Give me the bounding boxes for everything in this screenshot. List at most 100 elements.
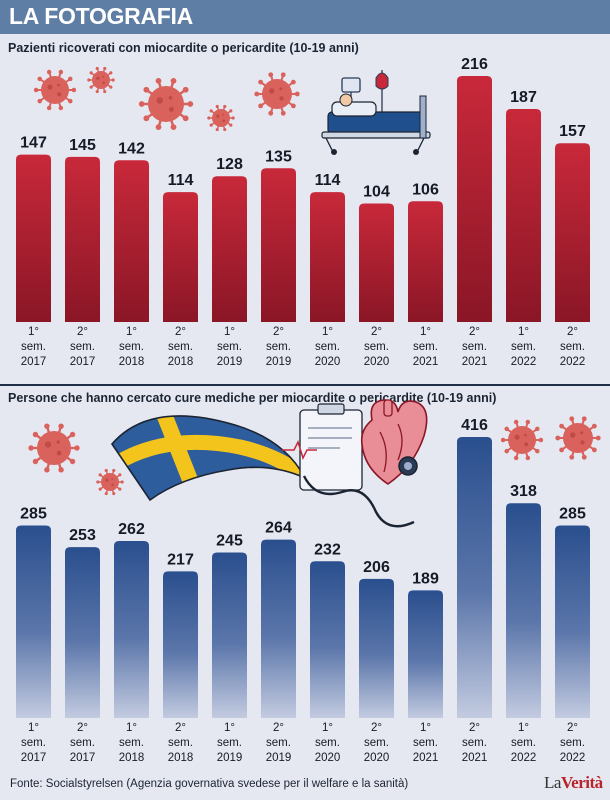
- semester-number-label: 1°: [322, 722, 333, 734]
- bar-value-label: 416: [461, 417, 488, 434]
- chart-2-title: Persone che hanno cercato cure mediche p…: [8, 391, 497, 405]
- year-label: 2021: [462, 356, 488, 368]
- chart-1-period-labels: 1° sem. 2017 2° sem. 2017 1° sem. 2018 2° sem. 2018…: [21, 326, 586, 368]
- semester-number-label: 2°: [567, 722, 578, 734]
- bar-1-9: [408, 201, 443, 322]
- year-label: 2018: [119, 356, 145, 368]
- semester-abbrev-label: sem.: [511, 341, 536, 353]
- bar-value-label: 104: [363, 184, 390, 201]
- year-label: 2020: [315, 752, 341, 764]
- bar-value-label: 285: [20, 505, 47, 522]
- semester-number-label: 1°: [126, 326, 137, 338]
- year-label: 2022: [511, 356, 537, 368]
- virus-icon: [28, 423, 80, 473]
- year-label: 2017: [21, 356, 47, 368]
- year-label: 2020: [364, 752, 390, 764]
- bar-value-label: 145: [69, 137, 96, 154]
- semester-abbrev-label: sem.: [462, 341, 487, 353]
- semester-abbrev-label: sem.: [315, 737, 340, 749]
- semester-number-label: 2°: [273, 722, 284, 734]
- semester-abbrev-label: sem.: [70, 737, 95, 749]
- year-label: 2018: [119, 752, 145, 764]
- heart-stethoscope-icon: [282, 399, 428, 528]
- semester-number-label: 2°: [77, 326, 88, 338]
- bar-value-label: 189: [412, 570, 439, 587]
- bar-1-8: [359, 203, 394, 322]
- bar-value-label: 264: [265, 520, 292, 537]
- bar-1-7: [310, 192, 345, 322]
- bar-value-label: 318: [510, 483, 537, 500]
- semester-abbrev-label: sem.: [21, 737, 46, 749]
- bar-2-10: [457, 437, 492, 718]
- semester-number-label: 1°: [518, 326, 529, 338]
- semester-number-label: 1°: [126, 722, 137, 734]
- year-label: 2019: [266, 356, 292, 368]
- semester-abbrev-label: sem.: [560, 341, 585, 353]
- year-label: 2021: [462, 752, 488, 764]
- semester-abbrev-label: sem.: [168, 737, 193, 749]
- bar-value-label: 245: [216, 533, 243, 550]
- bar-1-5: [212, 176, 247, 322]
- hospital-bed-icon: [321, 70, 431, 155]
- virus-icon: [500, 419, 544, 461]
- semester-abbrev-label: sem.: [266, 341, 291, 353]
- semester-number-label: 1°: [224, 722, 235, 734]
- bar-2-11: [506, 503, 541, 718]
- bar-value-label: 135: [265, 148, 292, 165]
- semester-abbrev-label: sem.: [511, 737, 536, 749]
- semester-number-label: 2°: [77, 722, 88, 734]
- semester-number-label: 1°: [420, 326, 431, 338]
- semester-abbrev-label: sem.: [168, 341, 193, 353]
- semester-abbrev-label: sem.: [217, 737, 242, 749]
- year-label: 2021: [413, 356, 439, 368]
- year-label: 2020: [315, 356, 341, 368]
- semester-abbrev-label: sem.: [560, 737, 585, 749]
- virus-icon: [96, 468, 124, 496]
- semester-number-label: 2°: [469, 722, 480, 734]
- virus-icon: [138, 78, 194, 130]
- semester-number-label: 1°: [518, 722, 529, 734]
- semester-number-label: 1°: [28, 326, 39, 338]
- bar-1-6: [261, 168, 296, 322]
- year-label: 2019: [266, 752, 292, 764]
- logo-part-1: La: [544, 773, 561, 792]
- section-divider: [0, 384, 610, 386]
- bar-value-label: 217: [167, 551, 194, 568]
- bar-value-label: 285: [559, 505, 586, 522]
- semester-abbrev-label: sem.: [119, 737, 144, 749]
- semester-number-label: 1°: [322, 326, 333, 338]
- bar-1-2: [65, 156, 100, 322]
- year-label: 2019: [217, 356, 243, 368]
- semester-abbrev-label: sem.: [413, 737, 438, 749]
- bar-2-12: [555, 525, 590, 718]
- semester-abbrev-label: sem.: [21, 341, 46, 353]
- bar-value-label: 114: [168, 172, 194, 189]
- semester-number-label: 2°: [567, 326, 578, 338]
- bar-value-label: 157: [559, 123, 586, 140]
- year-label: 2022: [560, 356, 586, 368]
- semester-abbrev-label: sem.: [462, 737, 487, 749]
- year-label: 2017: [70, 752, 96, 764]
- newspaper-logo: LaVerità: [544, 773, 603, 793]
- semester-abbrev-label: sem.: [413, 341, 438, 353]
- chart-1-bars: 147 145 142 114 128 135 114 104 106 216 187 157: [16, 56, 590, 323]
- bar-value-label: 106: [412, 181, 439, 198]
- bar-2-9: [408, 590, 443, 718]
- year-label: 2018: [168, 752, 194, 764]
- year-label: 2022: [560, 752, 586, 764]
- year-label: 2019: [217, 752, 243, 764]
- semester-number-label: 2°: [175, 326, 186, 338]
- semester-abbrev-label: sem.: [266, 737, 291, 749]
- chart-2-bars: 285 253 262 217 245 264 232 206 189 416 318 285: [16, 417, 590, 718]
- bar-2-7: [310, 561, 345, 718]
- bar-1-10: [457, 76, 492, 322]
- bar-2-4: [163, 571, 198, 718]
- bar-value-label: 232: [314, 541, 341, 558]
- semester-abbrev-label: sem.: [217, 341, 242, 353]
- year-label: 2017: [70, 356, 96, 368]
- semester-number-label: 1°: [420, 722, 431, 734]
- virus-icon: [555, 416, 601, 460]
- bar-value-label: 142: [118, 140, 145, 157]
- virus-icon: [207, 104, 235, 132]
